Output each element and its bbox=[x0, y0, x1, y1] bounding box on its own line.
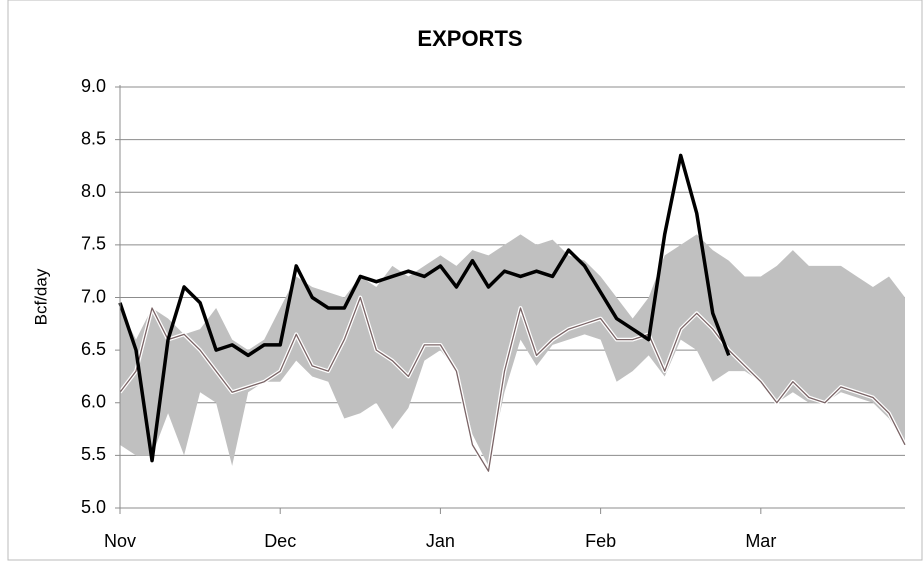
y-axis-label: Bcf/day bbox=[31, 268, 50, 325]
y-tick-label: 7.5 bbox=[81, 234, 106, 254]
x-tick-label: Mar bbox=[745, 531, 776, 551]
line bbox=[118, 153, 731, 463]
x-tick-label: Nov bbox=[104, 531, 136, 551]
y-tick-label: 7.0 bbox=[81, 286, 106, 306]
x-tick-label: Jan bbox=[426, 531, 455, 551]
y-tick-label: 6.0 bbox=[81, 392, 106, 412]
y-tick-label: 8.5 bbox=[81, 128, 106, 148]
y-tick-label: 6.5 bbox=[81, 339, 106, 359]
y-tick-label: 5.5 bbox=[81, 444, 106, 464]
y-tick-label: 5.0 bbox=[81, 497, 106, 517]
x-tick-label: Feb bbox=[585, 531, 616, 551]
y-tick-label: 9.0 bbox=[81, 76, 106, 96]
y-tick-label: 8.0 bbox=[81, 181, 106, 201]
line bbox=[119, 296, 906, 472]
x-tick-label: Dec bbox=[264, 531, 296, 551]
chart-title: EXPORTS bbox=[417, 26, 522, 51]
